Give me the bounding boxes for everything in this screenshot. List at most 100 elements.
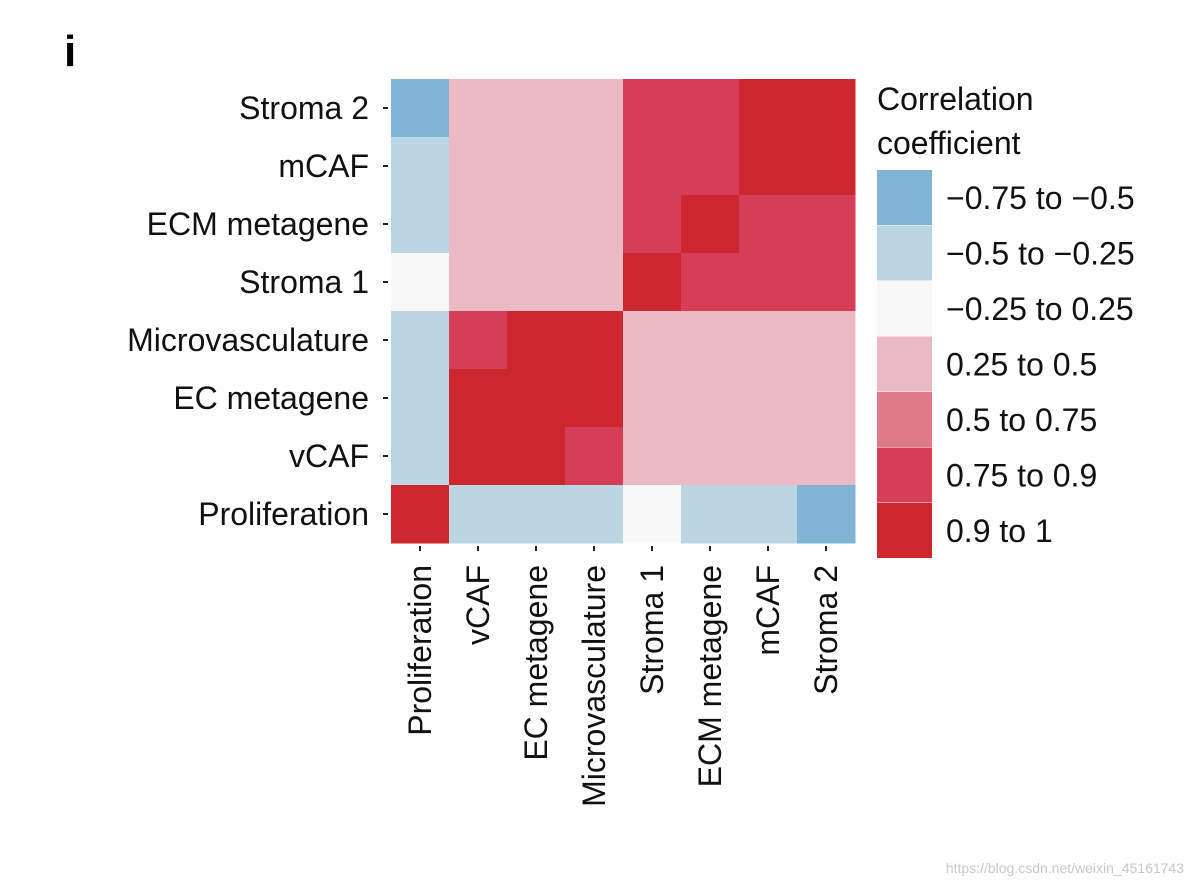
heatmap-cell xyxy=(623,253,682,312)
heatmap-cell xyxy=(565,427,624,486)
legend-swatch xyxy=(877,225,932,281)
x-tick-label: Microvasculature xyxy=(576,565,612,807)
legend-swatch xyxy=(877,170,932,225)
heatmap-cell xyxy=(681,253,740,312)
heatmap-cell xyxy=(449,485,508,544)
heatmap-cell xyxy=(797,311,856,370)
heatmap-cell xyxy=(565,253,624,312)
heatmap-cell xyxy=(507,253,566,312)
heatmap-cell xyxy=(623,137,682,196)
heatmap-cell xyxy=(565,311,624,370)
heatmap-cell xyxy=(391,137,450,196)
y-tick-label: ECM metagene xyxy=(147,206,369,242)
legend-label: 0.5 to 0.75 xyxy=(946,402,1097,438)
heatmap-cell xyxy=(391,253,450,312)
heatmap-cell xyxy=(449,427,508,486)
legend: Correlation coefficient −0.75 to −0.5 −0.5 … xyxy=(877,81,1135,558)
y-tick-label: vCAF xyxy=(289,438,369,474)
legend-swatch xyxy=(877,392,932,447)
legend-title: coefficient xyxy=(877,125,1021,161)
heatmap-cell xyxy=(681,137,740,196)
heatmap-cell xyxy=(507,137,566,196)
heatmap-cell xyxy=(449,253,508,312)
heatmap-cell xyxy=(391,369,450,428)
heatmap-cell xyxy=(739,369,798,428)
heatmap-cell xyxy=(739,79,798,138)
heatmap-cell xyxy=(797,79,856,138)
x-tick-label: vCAF xyxy=(460,565,496,645)
heatmap-cell xyxy=(623,311,682,370)
heatmap-cell xyxy=(623,369,682,428)
y-tick-label: Microvasculature xyxy=(127,322,369,358)
heatmap-cell xyxy=(507,427,566,486)
heatmap-cell xyxy=(739,137,798,196)
heatmap-cell xyxy=(391,79,450,138)
legend-swatch xyxy=(877,503,932,558)
heatmap-cell xyxy=(449,195,508,254)
heatmap-cell xyxy=(681,369,740,428)
heatmap-cell xyxy=(507,485,566,544)
heatmap-cell xyxy=(623,485,682,544)
heatmap-cell xyxy=(681,311,740,370)
heatmap-cell xyxy=(565,369,624,428)
watermark: https://blog.csdn.net/weixin_45161743 xyxy=(945,860,1184,876)
heatmap-cell xyxy=(449,369,508,428)
heatmap-cell xyxy=(797,485,856,544)
legend-title: Correlation xyxy=(877,81,1034,117)
x-axis: Proliferation vCAF EC metagene Microvascula… xyxy=(402,546,844,807)
x-tick-label: Stroma 1 xyxy=(634,565,670,695)
heatmap-cell xyxy=(449,311,508,370)
y-tick-label: Proliferation xyxy=(198,496,369,532)
heatmap-cell xyxy=(507,369,566,428)
x-tick-label: EC metagene xyxy=(518,565,554,761)
y-tick-label: EC metagene xyxy=(173,380,369,416)
heatmap-cell xyxy=(623,427,682,486)
heatmap-cell xyxy=(507,311,566,370)
y-tick-label: Stroma 2 xyxy=(239,90,369,126)
legend-label: 0.75 to 0.9 xyxy=(946,458,1097,494)
heatmap-cell xyxy=(565,137,624,196)
heatmap-cell xyxy=(449,137,508,196)
legend-swatch xyxy=(877,447,932,503)
legend-label: 0.9 to 1 xyxy=(946,513,1053,549)
heatmap-cells xyxy=(391,79,856,544)
heatmap-cell xyxy=(739,195,798,254)
heatmap-cell xyxy=(797,195,856,254)
heatmap-cell xyxy=(739,427,798,486)
heatmap-cell xyxy=(565,79,624,138)
heatmap-cell xyxy=(681,485,740,544)
legend-label: −0.5 to −0.25 xyxy=(946,236,1135,272)
y-axis: Stroma 2 mCAF ECM metagene Stroma 1 Microvas… xyxy=(127,90,388,532)
heatmap-cell xyxy=(739,485,798,544)
x-tick-label: Proliferation xyxy=(402,565,438,736)
heatmap-cell xyxy=(565,485,624,544)
heatmap-cell xyxy=(797,253,856,312)
heatmap-cell xyxy=(623,195,682,254)
legend-label: 0.25 to 0.5 xyxy=(946,347,1097,383)
heatmap-cell xyxy=(391,485,450,544)
heatmap-cell xyxy=(449,79,508,138)
legend-label: −0.25 to 0.25 xyxy=(946,291,1134,327)
panel-label: i xyxy=(64,27,76,76)
x-tick-label: Stroma 2 xyxy=(808,565,844,695)
heatmap-cell xyxy=(739,253,798,312)
x-tick-label: ECM metagene xyxy=(692,565,728,787)
y-tick-label: Stroma 1 xyxy=(239,264,369,300)
y-tick-label: mCAF xyxy=(278,148,369,184)
heatmap-cell xyxy=(681,195,740,254)
heatmap-cell xyxy=(507,79,566,138)
heatmap-cell xyxy=(391,195,450,254)
heatmap-cell xyxy=(681,79,740,138)
heatmap-cell xyxy=(797,369,856,428)
heatmap-cell xyxy=(797,137,856,196)
heatmap-cell xyxy=(565,195,624,254)
heatmap-cell xyxy=(681,427,740,486)
heatmap-cell xyxy=(739,311,798,370)
heatmap-cell xyxy=(391,311,450,370)
heatmap-cell xyxy=(797,427,856,486)
x-tick-label: mCAF xyxy=(750,565,786,656)
heatmap-cell xyxy=(623,79,682,138)
heatmap-cell xyxy=(391,427,450,486)
heatmap-cell xyxy=(507,195,566,254)
